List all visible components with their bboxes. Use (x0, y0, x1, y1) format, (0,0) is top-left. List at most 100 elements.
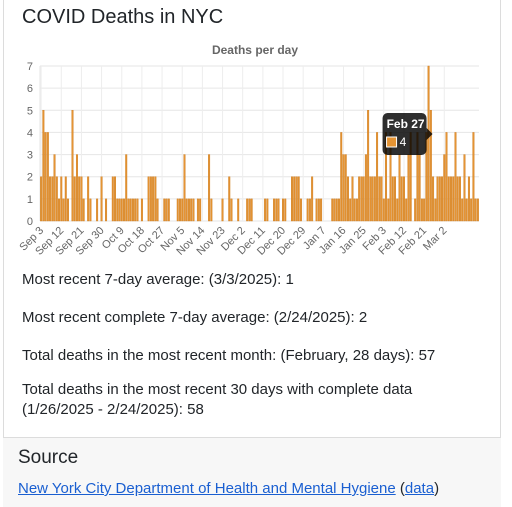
bar[interactable] (291, 176, 293, 222)
bar[interactable] (87, 176, 90, 222)
bar[interactable] (163, 198, 166, 222)
bar[interactable] (179, 198, 181, 222)
data-link[interactable]: data (404, 480, 435, 497)
bar[interactable] (275, 198, 278, 222)
bar[interactable] (181, 198, 184, 222)
bar[interactable] (351, 176, 354, 222)
source-link[interactable]: New York City Department of Health and M… (18, 480, 396, 497)
bar[interactable] (49, 176, 52, 222)
bar[interactable] (333, 198, 336, 222)
bar[interactable] (264, 198, 267, 222)
bar[interactable] (367, 110, 370, 222)
bar[interactable] (123, 198, 125, 222)
bar[interactable] (42, 110, 45, 222)
bar[interactable] (199, 198, 202, 222)
bar[interactable] (380, 176, 383, 222)
bar[interactable] (192, 198, 195, 222)
bar[interactable] (176, 198, 179, 222)
bar[interactable] (331, 198, 334, 222)
bar[interactable] (46, 132, 49, 222)
bar[interactable] (149, 176, 152, 222)
bar[interactable] (450, 176, 452, 222)
bar[interactable] (44, 132, 47, 222)
bar[interactable] (299, 198, 302, 222)
bar[interactable] (111, 176, 114, 222)
bar[interactable] (221, 198, 224, 222)
bar[interactable] (55, 176, 58, 222)
bar[interactable] (434, 198, 437, 222)
bar[interactable] (436, 176, 439, 222)
bar[interactable] (136, 198, 139, 222)
bar[interactable] (405, 198, 408, 222)
bar[interactable] (273, 198, 276, 222)
bar[interactable] (308, 198, 311, 222)
bar[interactable] (210, 198, 213, 222)
bar[interactable] (335, 198, 338, 222)
bar[interactable] (284, 198, 287, 222)
bar[interactable] (228, 176, 231, 222)
bar[interactable] (60, 176, 63, 222)
bar[interactable] (237, 198, 240, 222)
bar[interactable] (358, 176, 361, 222)
bar[interactable] (362, 176, 365, 222)
bar[interactable] (306, 198, 309, 222)
bar[interactable] (340, 132, 343, 222)
bar[interactable] (427, 65, 430, 222)
bar[interactable] (114, 176, 117, 222)
bar[interactable] (147, 176, 150, 222)
bar[interactable] (73, 176, 76, 222)
bar[interactable] (403, 176, 405, 222)
bar[interactable] (461, 198, 464, 222)
bar[interactable] (407, 154, 410, 222)
bar[interactable] (71, 110, 74, 222)
bar[interactable] (418, 154, 421, 222)
bar[interactable] (183, 154, 186, 222)
bar[interactable] (80, 176, 83, 222)
bar[interactable] (246, 198, 249, 222)
bar[interactable] (472, 132, 475, 222)
bar[interactable] (266, 198, 269, 222)
bar[interactable] (317, 198, 320, 222)
bar[interactable] (78, 176, 81, 222)
bar[interactable] (82, 198, 85, 222)
bar[interactable] (96, 198, 99, 222)
bar[interactable] (476, 198, 479, 222)
bar[interactable] (398, 154, 401, 222)
bar[interactable] (470, 198, 473, 222)
bar[interactable] (387, 198, 390, 222)
bar[interactable] (338, 198, 340, 222)
bar[interactable] (382, 198, 385, 222)
bar[interactable] (58, 198, 61, 222)
bar[interactable] (196, 198, 199, 222)
bar[interactable] (376, 132, 379, 222)
bar[interactable] (40, 176, 43, 222)
bar[interactable] (347, 176, 349, 222)
bar[interactable] (443, 154, 446, 222)
bar[interactable] (250, 198, 253, 222)
bar[interactable] (75, 154, 78, 222)
bar[interactable] (355, 198, 358, 222)
bar[interactable] (432, 176, 435, 222)
bars[interactable] (40, 65, 479, 222)
bar[interactable] (248, 198, 251, 222)
bar[interactable] (140, 198, 143, 222)
bar[interactable] (463, 154, 466, 222)
bar[interactable] (396, 198, 399, 222)
bar[interactable] (120, 198, 123, 222)
bar[interactable] (467, 176, 470, 222)
bar[interactable] (353, 198, 356, 222)
bar[interactable] (414, 198, 417, 222)
bar[interactable] (394, 176, 396, 222)
bar[interactable] (423, 198, 426, 222)
bar[interactable] (456, 176, 459, 222)
bar[interactable] (429, 110, 432, 222)
bar[interactable] (89, 198, 92, 222)
bar[interactable] (320, 198, 323, 222)
bar[interactable] (454, 132, 457, 222)
bar[interactable] (371, 176, 374, 222)
bar[interactable] (190, 198, 193, 222)
bar[interactable] (277, 198, 280, 222)
bar[interactable] (154, 176, 157, 222)
bar[interactable] (64, 176, 67, 222)
bar[interactable] (458, 176, 461, 222)
